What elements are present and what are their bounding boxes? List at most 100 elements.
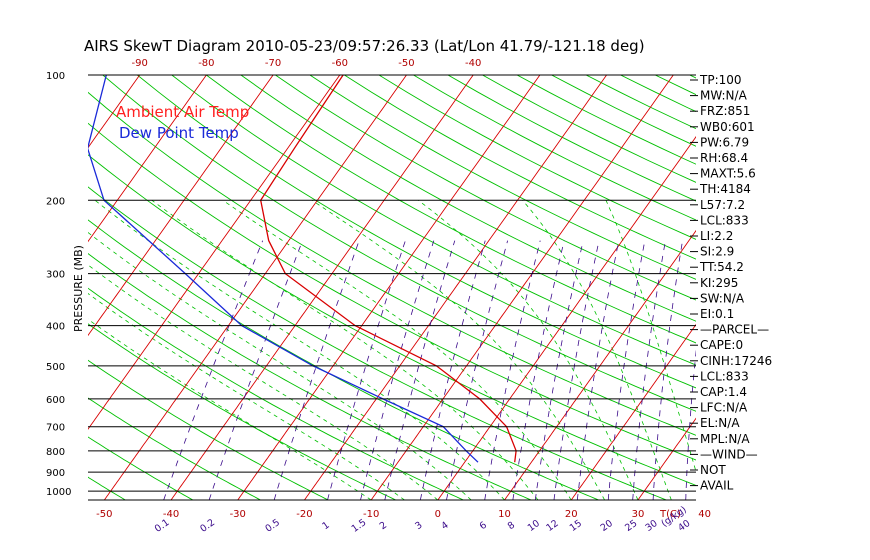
isotherm-line xyxy=(304,75,607,500)
stability-index-item: CAPE:0 xyxy=(700,338,743,352)
dry-adiabat-line xyxy=(759,75,870,500)
dry-adiabat-line xyxy=(482,75,696,183)
stability-index-item: KI:295 xyxy=(700,276,738,290)
stability-index-item: SI:2.9 xyxy=(700,245,734,259)
dry-adiabat-line xyxy=(88,323,396,500)
isotherm-line xyxy=(838,75,870,500)
stability-index-item: RH:68.4 xyxy=(700,151,748,165)
dry-adiabat-line xyxy=(137,75,696,389)
dry-adiabat-line xyxy=(88,186,667,500)
dry-adiabat-line xyxy=(309,75,696,280)
mixing-ratio-tick-label: 1 xyxy=(320,520,331,532)
dry-adiabat-line xyxy=(88,122,696,461)
pressure-tick-label: 700 xyxy=(46,423,65,434)
moist-adiabat-line xyxy=(418,199,639,500)
legend-dew-point-temp: Dew Point Temp xyxy=(119,124,239,142)
isotherm-line xyxy=(170,75,474,500)
dry-adiabat-line xyxy=(655,75,696,96)
mixing-ratio-tick-label: 20 xyxy=(599,518,615,534)
bottom-temp-tick-label: -40 xyxy=(163,509,179,520)
bottom-temp-tick-labels: -50 -40 -30 -20 -10 0 10 20 30 40 xyxy=(96,509,711,520)
stability-index-item: NOT xyxy=(700,463,726,477)
moist-adiabat-line xyxy=(151,199,539,500)
pressure-tick-label: 300 xyxy=(46,270,65,281)
dry-adiabat-line xyxy=(447,75,696,202)
stability-index-item: CINH:17246 xyxy=(700,354,772,368)
isotherm-line xyxy=(0,75,73,500)
stability-index-item: MPL:N/A xyxy=(700,432,750,446)
pressure-lines xyxy=(88,74,696,501)
isotherm-line xyxy=(370,75,674,500)
stability-index-item: EL:N/A xyxy=(700,416,740,430)
mixing-ratio-line xyxy=(484,240,541,500)
dry-adiabat-line xyxy=(88,219,599,500)
dry-adiabat-line xyxy=(0,75,58,500)
legend-ambient-air-temp: Ambient Air Temp xyxy=(116,103,249,121)
mixing-ratio-line xyxy=(607,240,646,500)
mixing-ratio-tick-label: 12 xyxy=(544,518,560,534)
bottom-temp-tick-label: 10 xyxy=(498,509,511,520)
mixing-ratio-tick-label: 3 xyxy=(413,520,424,532)
mixing-ratio-tick-label: 8 xyxy=(506,520,517,532)
pressure-tick-label: 1000 xyxy=(46,487,71,498)
stability-index-item: L57:7.2 xyxy=(700,198,745,212)
stability-index-item: —PARCEL— xyxy=(700,323,769,337)
stability-index-item: WB0:601 xyxy=(700,120,755,134)
mixing-ratio-tick-label: 30 xyxy=(644,518,660,534)
top-temp-tick-label: -50 xyxy=(398,58,414,69)
moist-adiabat-line xyxy=(88,231,472,500)
mixing-ratio-line xyxy=(208,240,303,500)
pressure-tick-label: 600 xyxy=(46,395,65,406)
pressure-tick-labels: 100 200 300 400 500 600 700 800 900 1000 xyxy=(46,71,71,498)
mixing-ratio-line xyxy=(419,240,486,500)
isotherms xyxy=(0,75,870,500)
bottom-temp-tick-label: 30 xyxy=(632,509,645,520)
moist-adiabat-line xyxy=(605,200,696,473)
mixing-ratio-tick-label: 0.5 xyxy=(263,517,282,535)
plot-grid xyxy=(0,75,870,500)
moist-adiabat-line xyxy=(94,199,505,500)
mixing-ratio-line xyxy=(534,240,584,500)
chart-title: AIRS SkewT Diagram 2010-05-23/09:57:26.3… xyxy=(84,37,645,55)
moist-adiabat-line xyxy=(88,318,372,500)
mixing-ratio-line xyxy=(553,240,600,500)
stability-index-item: AVAIL xyxy=(700,479,734,493)
dry-adiabat-line xyxy=(206,75,696,344)
stability-index-item: LI:2.2 xyxy=(700,229,733,243)
stability-index-item: MAXT:5.6 xyxy=(700,167,756,181)
isotherm-line xyxy=(88,75,274,337)
mixing-ratio-lines xyxy=(163,240,696,500)
stability-index-item: LCL:833 xyxy=(700,213,749,227)
bottom-temp-tick-label: -10 xyxy=(363,509,379,520)
mixing-ratio-line xyxy=(327,240,406,500)
mixing-ratio-tick-label: 0.2 xyxy=(198,517,217,535)
y-axis-title: PRESSURE (MB) xyxy=(72,245,85,332)
dry-adiabat-line xyxy=(88,154,696,486)
dry-adiabat-line xyxy=(88,253,532,500)
mixing-ratio-line xyxy=(685,348,696,500)
bottom-temp-tick-label: -20 xyxy=(296,509,312,520)
mixing-ratio-line xyxy=(384,240,456,500)
mixing-ratio-line xyxy=(163,240,264,500)
pressure-tick-label: 100 xyxy=(46,71,65,82)
stability-index-item: PW:6.79 xyxy=(700,135,749,149)
dry-adiabat-line xyxy=(88,91,696,436)
mixing-ratio-tick-label: 25 xyxy=(623,518,639,534)
isotherm-line xyxy=(88,75,341,430)
top-temp-tick-label: -60 xyxy=(332,58,348,69)
dry-adiabat-line xyxy=(171,75,696,366)
top-temp-tick-label: -90 xyxy=(132,58,148,69)
pressure-tick-label: 900 xyxy=(46,468,65,479)
mixing-ratio-line xyxy=(576,240,620,500)
isotherm-line xyxy=(504,229,696,500)
stability-index-item: SW:N/A xyxy=(700,291,745,305)
stability-index-item: MW:N/A xyxy=(700,89,748,103)
pressure-tick-label: 200 xyxy=(46,196,65,207)
stability-index-item: LFC:N/A xyxy=(700,401,748,415)
isotherm-line xyxy=(570,323,696,500)
top-temp-tick-label: -40 xyxy=(465,58,481,69)
bottom-temp-tick-label: -50 xyxy=(96,509,112,520)
bottom-temp-tick-label: -30 xyxy=(230,509,246,520)
mixing-ratio-tick-label: 4 xyxy=(439,520,450,532)
mixing-ratio-tick-label: 10 xyxy=(526,518,542,534)
